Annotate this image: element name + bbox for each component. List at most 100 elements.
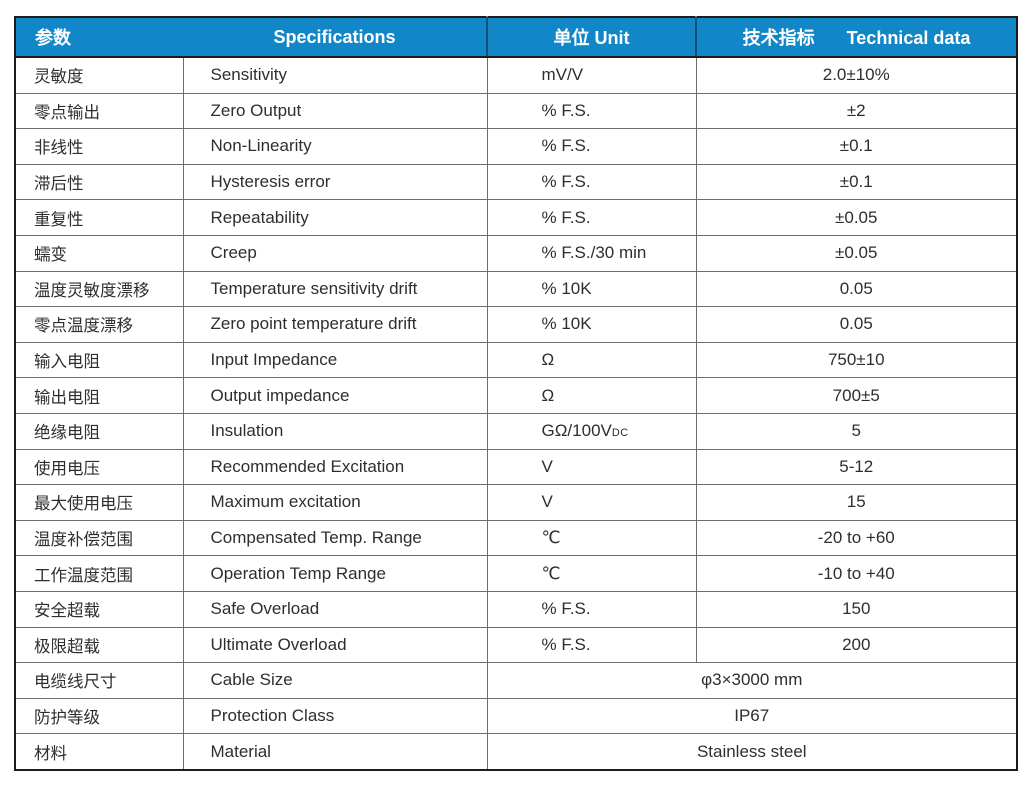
param-cell: 温度补偿范围 <box>14 519 184 557</box>
value-cell: ±2 <box>695 92 1018 130</box>
value-cell: ±0.05 <box>695 234 1018 272</box>
table-row: 非线性 Non-Linearity% F.S. ±0.1 <box>14 128 1018 165</box>
header-unit: 单位 Unit <box>486 17 696 58</box>
merged-value-cell: φ3×3000 mm <box>486 662 1018 699</box>
merged-value-cell: IP67 <box>486 697 1018 735</box>
unit-cell: % 10K <box>486 306 697 343</box>
value-cell: 200 <box>695 626 1018 664</box>
unit-cell: Ω <box>486 341 697 379</box>
table-row: 温度灵敏度漂移 Temperature sensitivity drift% 10… <box>14 270 1018 308</box>
value-cell: ±0.1 <box>695 163 1018 201</box>
unit-cell: % F.S. <box>486 626 697 664</box>
spec-cell: Material <box>182 733 488 771</box>
param-cell: 零点温度漂移 <box>14 306 184 343</box>
unit-cell: % 10K <box>486 270 697 308</box>
unit-cell: % F.S. <box>486 163 697 201</box>
param-cell: 输入电阻 <box>14 341 184 379</box>
header-specifications: Specifications <box>183 17 487 58</box>
unit-cell: Ω <box>486 377 697 414</box>
param-cell: 非线性 <box>14 128 184 165</box>
unit-cell: % F.S. <box>486 590 697 628</box>
param-cell: 灵敏度 <box>14 56 184 94</box>
value-cell: 150 <box>695 590 1018 628</box>
header-technical-data: 技术指标 Technical data <box>695 17 1017 58</box>
value-cell: 5 <box>695 412 1018 450</box>
spec-cell: Safe Overload <box>182 590 488 628</box>
merged-value-cell: Stainless steel <box>486 733 1018 771</box>
table-row: 零点温度漂移 Zero point temperature drift% 10K 0… <box>14 306 1018 343</box>
spec-cell: Temperature sensitivity drift <box>182 270 488 308</box>
spec-cell: Non-Linearity <box>182 128 488 165</box>
param-cell: 防护等级 <box>14 697 184 735</box>
unit-cell: % F.S. <box>486 128 697 165</box>
spec-cell: Sensitivity <box>182 56 488 94</box>
table-row: 电缆线尺寸 Cable Size φ3×3000 mm <box>14 662 1018 699</box>
table-row: 极限超载 Ultimate Overload% F.S. 200 <box>14 626 1018 664</box>
unit-cell: % F.S. <box>486 92 697 130</box>
unit-cell: GΩ/100VDC <box>486 412 697 450</box>
value-cell: -10 to +40 <box>695 555 1018 592</box>
param-cell: 输出电阻 <box>14 377 184 414</box>
table-row: 重复性 Repeatability% F.S. ±0.05 <box>14 199 1018 236</box>
specifications-table: 参数 Specifications 单位 Unit 技术指标 Technical … <box>14 16 1018 771</box>
param-cell: 温度灵敏度漂移 <box>14 270 184 308</box>
header-param: 参数 <box>15 17 183 58</box>
spec-cell: Zero Output <box>182 92 488 130</box>
param-cell: 零点输出 <box>14 92 184 130</box>
table-row: 温度补偿范围 Compensated Temp. Range ℃ -20 to +60 <box>14 519 1018 557</box>
unit-cell: V <box>486 448 697 486</box>
param-cell: 安全超载 <box>14 590 184 628</box>
value-cell: -20 to +60 <box>695 519 1018 557</box>
spec-cell: Ultimate Overload <box>182 626 488 664</box>
param-cell: 电缆线尺寸 <box>14 662 184 699</box>
table-row: 工作温度范围 Operation Temp Range ℃ -10 to +40 <box>14 555 1018 592</box>
value-cell: 2.0±10% <box>695 56 1018 94</box>
unit-cell: % F.S. <box>486 199 697 236</box>
spec-cell: Repeatability <box>182 199 488 236</box>
param-cell: 滞后性 <box>14 163 184 201</box>
spec-cell: Compensated Temp. Range <box>182 519 488 557</box>
value-cell: ±0.1 <box>695 128 1018 165</box>
unit-cell: ℃ <box>486 555 697 592</box>
spec-cell: Output impedance <box>182 377 488 414</box>
table-row: 蠕变 Creep% F.S./30 min ±0.05 <box>14 234 1018 272</box>
value-cell: ±0.05 <box>695 199 1018 236</box>
spec-cell: Hysteresis error <box>182 163 488 201</box>
spec-cell: Input Impedance <box>182 341 488 379</box>
param-cell: 重复性 <box>14 199 184 236</box>
table-row: 防护等级 Protection Class IP67 <box>14 697 1018 735</box>
value-cell: 750±10 <box>695 341 1018 379</box>
unit-cell: % F.S./30 min <box>486 234 697 272</box>
unit-cell: V <box>486 484 697 521</box>
table-row: 输出电阻 Output impedance Ω 700±5 <box>14 377 1018 414</box>
table-row: 灵敏度 Sensitivity mV/V 2.0±10% <box>14 56 1018 94</box>
table-row: 输入电阻 Input Impedance Ω 750±10 <box>14 341 1018 379</box>
table-row: 使用电压 Recommended Excitation V 5-12 <box>14 448 1018 486</box>
table-row: 滞后性 Hysteresis error% F.S. ±0.1 <box>14 163 1018 201</box>
table-row: 最大使用电压 Maximum excitation V 15 <box>14 484 1018 521</box>
param-cell: 极限超载 <box>14 626 184 664</box>
header-technical-data-en: Technical data <box>846 28 971 48</box>
param-cell: 材料 <box>14 733 184 771</box>
spec-cell: Cable Size <box>182 662 488 699</box>
header-technical-data-zh: 技术指标 <box>742 28 815 48</box>
value-cell: 700±5 <box>695 377 1018 414</box>
param-cell: 蠕变 <box>14 234 184 272</box>
param-cell: 最大使用电压 <box>14 484 184 521</box>
value-cell: 0.05 <box>695 270 1018 308</box>
table-row: 材料 Material Stainless steel <box>14 733 1018 771</box>
spec-cell: Zero point temperature drift <box>182 306 488 343</box>
param-cell: 工作温度范围 <box>14 555 184 592</box>
spec-cell: Maximum excitation <box>182 484 488 521</box>
unit-cell: ℃ <box>486 519 697 557</box>
table-row: 零点输出 Zero Output% F.S. ±2 <box>14 92 1018 130</box>
value-cell: 15 <box>695 484 1018 521</box>
unit-small-suffix: DC <box>611 427 629 440</box>
table-row: 绝缘电阻 Insulation GΩ/100VDC 5 <box>14 412 1018 450</box>
value-cell: 5-12 <box>695 448 1018 486</box>
param-cell: 绝缘电阻 <box>14 412 184 450</box>
param-cell: 使用电压 <box>14 448 184 486</box>
unit-cell: mV/V <box>486 56 697 94</box>
value-cell: 0.05 <box>695 306 1018 343</box>
